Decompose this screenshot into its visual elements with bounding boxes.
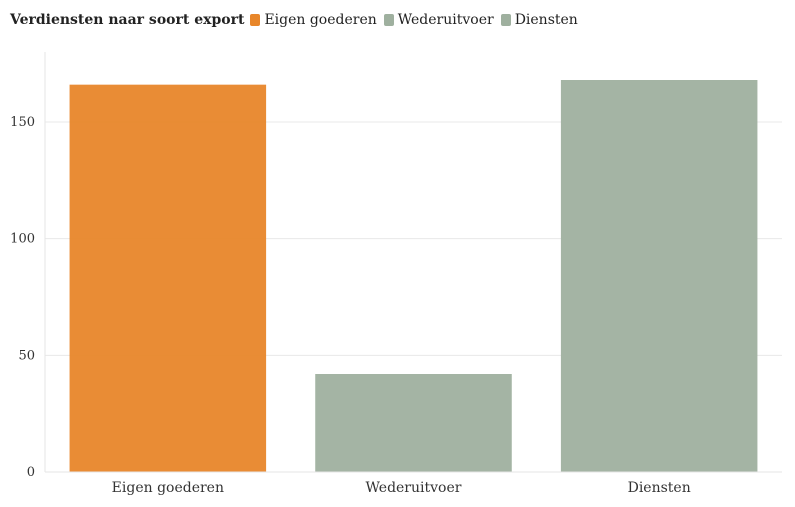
y-tick-label-50: 50 [18,348,35,363]
legend-item-wederuitvoer[interactable]: Wederuitvoer [383,12,494,28]
y-tick-label-100: 100 [10,232,35,247]
y-tick-label-150: 150 [10,115,35,130]
legend-item-eigen-goederen[interactable]: Eigen goederen [250,12,377,28]
x-tick-label-eigen-goederen: Eigen goederen [112,480,224,496]
bars [69,80,758,473]
legend-title: Verdiensten naar soort export [10,12,245,28]
y-tick-label-0: 0 [27,465,35,480]
legend-swatch-diensten [500,14,511,26]
legend-label-wederuitvoer: Wederuitvoer [397,12,494,28]
legend-swatch-eigen-goederen [250,14,261,26]
bar-eigen-goederen [69,84,267,473]
bar-diensten [560,80,758,472]
x-tick-label-wederuitvoer: Wederuitvoer [366,480,462,496]
x-tick-label-diensten: Diensten [628,480,691,496]
legend-label-eigen-goederen: Eigen goederen [264,12,377,28]
legend-label-diensten: Diensten [514,12,578,28]
legend-item-diensten[interactable]: Diensten [500,12,578,28]
chart-legend: Verdiensten naar soort export Eigen goed… [10,10,585,30]
axis-labels: 0 50 100 150 Eigen goederen Wederuitvoer Diens… [10,115,691,496]
axes [44,52,782,473]
bar-wederuitvoer [315,374,512,472]
legend-swatch-wederuitvoer [383,14,394,26]
